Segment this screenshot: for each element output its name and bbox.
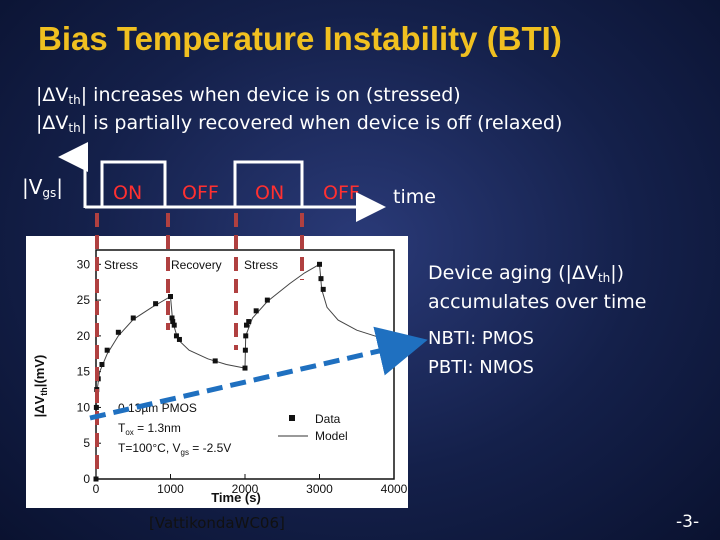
data-point — [317, 261, 322, 267]
data-point — [94, 387, 100, 393]
vgs-axis-label: |Vgs| — [22, 175, 63, 200]
data-point — [168, 294, 173, 300]
y-tick-label: 15 — [77, 365, 91, 379]
bti-chart-svg: 0 1000 2000 3000 4000 0 5 10 15 20 25 30 |ΔVth|(mV)… — [32, 249, 408, 505]
data-point — [242, 365, 248, 371]
aging-line-1: Device aging (|ΔVth|) — [428, 262, 624, 285]
y-tick-label: 5 — [83, 436, 90, 450]
x-axis-label: Time (s) — [211, 490, 261, 505]
annotation-tox-text: T — [118, 421, 126, 435]
y-tick-label: 0 — [83, 472, 90, 486]
vgs-text: | — [56, 175, 64, 199]
data-point — [170, 319, 176, 325]
y-tick-label: 20 — [77, 329, 91, 343]
pbti-label: PBTI: NMOS — [428, 357, 534, 378]
annotation-cond-sub: gs — [181, 448, 189, 457]
y-axis-label-text: |(mV) — [32, 355, 47, 388]
data-point — [264, 297, 270, 303]
data-point — [104, 347, 110, 353]
bullet-stress: |ΔVth| increases when device is on (stre… — [36, 84, 461, 107]
data-point — [93, 404, 99, 410]
bullet-subscript: th — [68, 93, 81, 107]
data-point — [153, 301, 159, 307]
nbti-label: NBTI: PMOS — [428, 328, 534, 349]
aging-subscript: th — [597, 271, 611, 285]
data-point — [320, 286, 326, 292]
phase-label-off-1: OFF — [182, 182, 219, 204]
data-point — [253, 308, 259, 314]
data-point — [176, 336, 182, 342]
phase-label-on-1: ON — [113, 182, 143, 204]
bti-chart: 0 1000 2000 3000 4000 0 5 10 15 20 25 30 |ΔVth|(mV)… — [26, 236, 408, 508]
x-tick-label: 3000 — [306, 482, 333, 496]
vgs-pulse-train — [96, 160, 374, 209]
x-tick-label: 0 — [93, 482, 100, 496]
time-axis-label: time — [393, 186, 436, 208]
phase-stress-1: Stress — [104, 258, 138, 272]
data-point — [173, 333, 179, 339]
legend-data-label: Data — [315, 412, 341, 426]
annotation-conditions: T=100°C, Vgs = -2.5V — [118, 441, 231, 457]
bullet-text: |ΔV — [36, 84, 69, 106]
phase-stress-2: Stress — [244, 258, 278, 272]
bullet-text: | is partially recovered when device is … — [80, 112, 563, 134]
phase-label-off-2: OFF — [323, 182, 360, 204]
bullet-recovery: |ΔVth| is partially recovered when devic… — [36, 112, 562, 135]
aging-text: |) — [610, 262, 625, 284]
aging-text: Device aging (|ΔV — [428, 262, 598, 284]
model-curve — [244, 263, 320, 369]
bullet-subscript: th — [68, 121, 81, 135]
vgs-text: |V — [22, 175, 43, 199]
annotation-cond-text: = -2.5V — [189, 441, 231, 455]
x-tick-label: 2000 — [232, 482, 259, 496]
data-point — [318, 276, 324, 282]
model-curve — [319, 264, 392, 342]
legend-data-marker — [289, 415, 295, 421]
y-tick-label: 25 — [77, 293, 91, 307]
legend-model-label: Model — [315, 429, 348, 443]
data-point — [95, 376, 101, 382]
data-point — [212, 358, 218, 364]
data-point — [169, 315, 175, 321]
model-curve — [170, 296, 246, 369]
data-point — [99, 362, 105, 367]
slide-title: Bias Temperature Instability (BTI) — [38, 20, 562, 57]
data-point — [243, 322, 249, 328]
bullet-text: |ΔV — [36, 112, 69, 134]
data-point — [130, 315, 136, 321]
data-point — [246, 319, 252, 325]
x-tick-label: 1000 — [157, 482, 184, 496]
annotation-tox-text: = 1.3nm — [134, 421, 181, 435]
annotation-tox-sub: ox — [125, 428, 133, 437]
data-point — [171, 322, 177, 328]
annotation-cond-text: T=100°C, V — [118, 441, 181, 455]
y-axis-label-sub: th — [39, 387, 49, 396]
y-axis-label-text: |ΔV — [32, 395, 47, 417]
vgs-subscript: gs — [42, 186, 57, 200]
data-point — [115, 329, 121, 335]
y-tick-label: 10 — [77, 400, 91, 414]
data-point — [93, 476, 99, 482]
data-point — [242, 347, 248, 353]
data-point — [243, 333, 249, 339]
annotation-process: 0.13µm PMOS — [118, 401, 197, 415]
annotation-tox: Tox = 1.3nm — [118, 421, 181, 437]
x-tick-label: 4000 — [381, 482, 408, 496]
phase-label-on-2: ON — [255, 182, 285, 204]
phase-recovery: Recovery — [171, 258, 222, 272]
aging-line-2: accumulates over time — [428, 291, 647, 313]
bullet-text: | increases when device is on (stressed) — [80, 84, 461, 106]
page-number: -3- — [676, 512, 700, 532]
citation: [VattikondaWC06] — [149, 514, 285, 532]
y-tick-label: 30 — [77, 257, 91, 271]
y-axis-label: |ΔVth|(mV) — [32, 355, 49, 418]
